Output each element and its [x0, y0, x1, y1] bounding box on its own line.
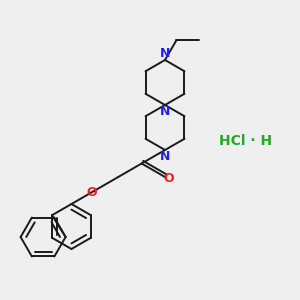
Text: O: O: [163, 172, 174, 185]
Text: O: O: [86, 185, 97, 199]
Text: N: N: [160, 105, 170, 118]
Text: N: N: [160, 47, 170, 60]
Text: N: N: [160, 150, 170, 163]
Text: HCl · H: HCl · H: [219, 134, 273, 148]
